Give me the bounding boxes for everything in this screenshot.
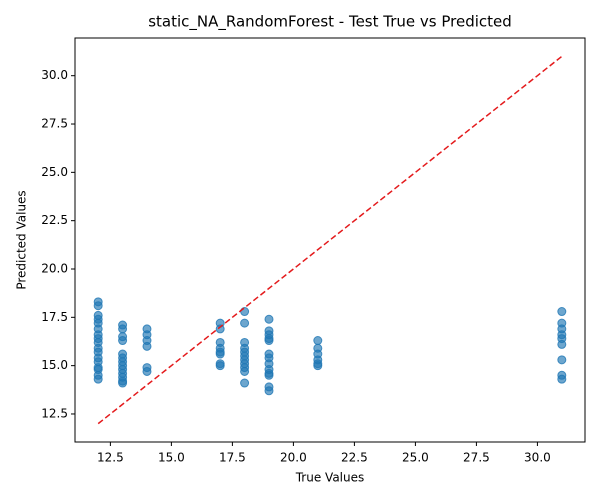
x-tick-label: 12.5 — [97, 451, 124, 465]
y-tick-label: 12.5 — [41, 406, 68, 420]
x-tick-label: 27.5 — [463, 451, 490, 465]
point — [142, 341, 152, 351]
y-tick-label: 20.0 — [41, 261, 68, 275]
point — [93, 301, 103, 311]
point — [557, 355, 567, 365]
point — [118, 378, 128, 388]
y-axis-label: Predicted Values — [15, 190, 29, 289]
point — [240, 366, 250, 376]
y-tick-label: 15.0 — [41, 358, 68, 372]
point — [264, 336, 274, 346]
x-tick-label: 20.0 — [280, 451, 307, 465]
point — [313, 336, 323, 346]
x-tick-label: 30.0 — [524, 451, 551, 465]
point — [240, 307, 250, 317]
x-tick-label: 17.5 — [219, 451, 246, 465]
y-tick-label: 27.5 — [41, 117, 68, 131]
point — [93, 374, 103, 384]
plot-area — [74, 37, 586, 443]
x-tick-label: 15.0 — [158, 451, 185, 465]
point — [142, 366, 152, 376]
x-tick-label: 22.5 — [341, 451, 368, 465]
point — [557, 307, 567, 317]
point — [557, 339, 567, 349]
point — [215, 349, 225, 359]
x-tick-label: 25.0 — [402, 451, 429, 465]
y-tick-label: 22.5 — [41, 213, 68, 227]
point — [118, 336, 128, 346]
point — [264, 370, 274, 380]
point — [313, 361, 323, 371]
reference-line — [97, 55, 563, 425]
point — [557, 374, 567, 384]
point — [240, 378, 250, 388]
y-tick-label: 17.5 — [41, 310, 68, 324]
y-tick-label: 30.0 — [41, 68, 68, 82]
point — [264, 386, 274, 396]
point — [215, 361, 225, 371]
y-tick-label: 25.0 — [41, 165, 68, 179]
point — [215, 324, 225, 334]
point — [264, 314, 274, 324]
chart-title: static_NA_RandomForest - Test True vs Pr… — [148, 13, 512, 32]
x-axis-label: True Values — [295, 471, 365, 485]
point — [240, 318, 250, 328]
point — [118, 324, 128, 334]
